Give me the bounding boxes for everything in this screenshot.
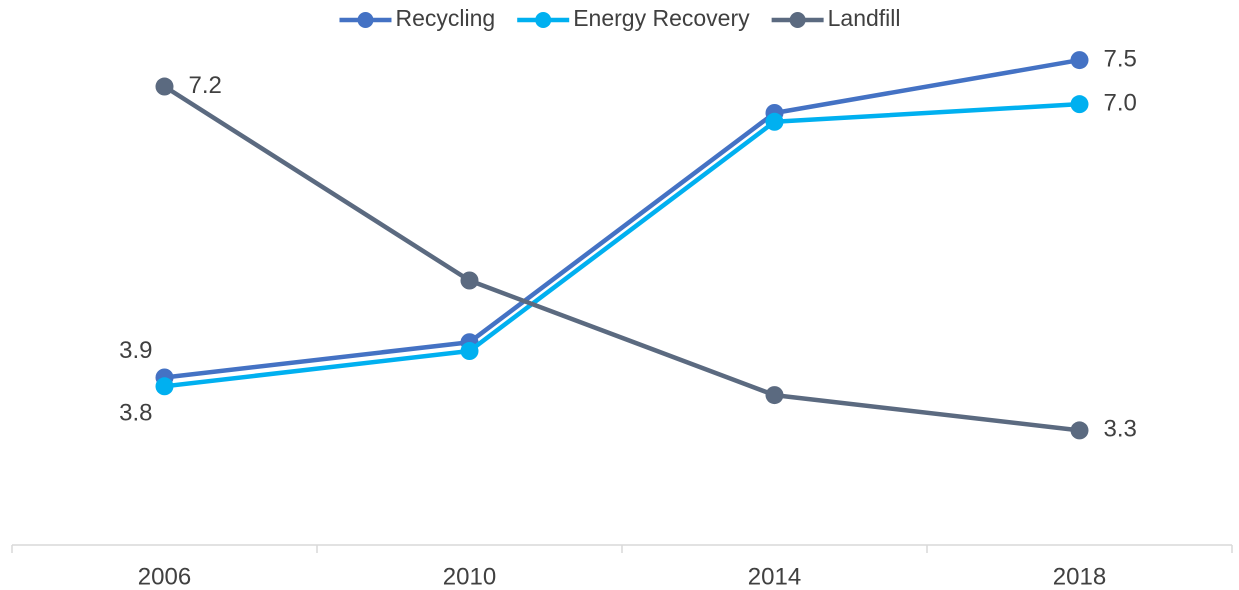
data-label: 7.0 xyxy=(1104,90,1137,117)
data-label: 3.8 xyxy=(119,400,152,427)
data-label: 7.2 xyxy=(189,72,222,99)
legend-label: Recycling xyxy=(395,5,495,31)
data-label: 3.3 xyxy=(1104,416,1137,443)
x-tick-label: 2010 xyxy=(443,563,496,590)
legend-label: Landfill xyxy=(828,5,901,31)
series-line xyxy=(164,101,1080,389)
legend-label: Energy Recovery xyxy=(573,5,750,31)
point xyxy=(1070,51,1089,70)
point xyxy=(765,112,784,131)
legend-marker xyxy=(789,12,806,28)
series-line xyxy=(164,57,1080,380)
point xyxy=(460,271,479,290)
data-label: 3.9 xyxy=(119,337,152,364)
x-tick-label: 2014 xyxy=(748,563,801,590)
point xyxy=(1070,95,1089,114)
point xyxy=(460,342,479,361)
legend-marker xyxy=(357,12,374,28)
x-tick-label: 2018 xyxy=(1053,563,1106,590)
point xyxy=(155,77,174,96)
legend-marker xyxy=(535,12,552,28)
point xyxy=(1070,421,1089,440)
point xyxy=(765,386,784,405)
point xyxy=(155,377,174,396)
data-label: 7.5 xyxy=(1104,45,1137,72)
x-tick-label: 2006 xyxy=(138,563,191,590)
series-line xyxy=(163,84,1080,433)
